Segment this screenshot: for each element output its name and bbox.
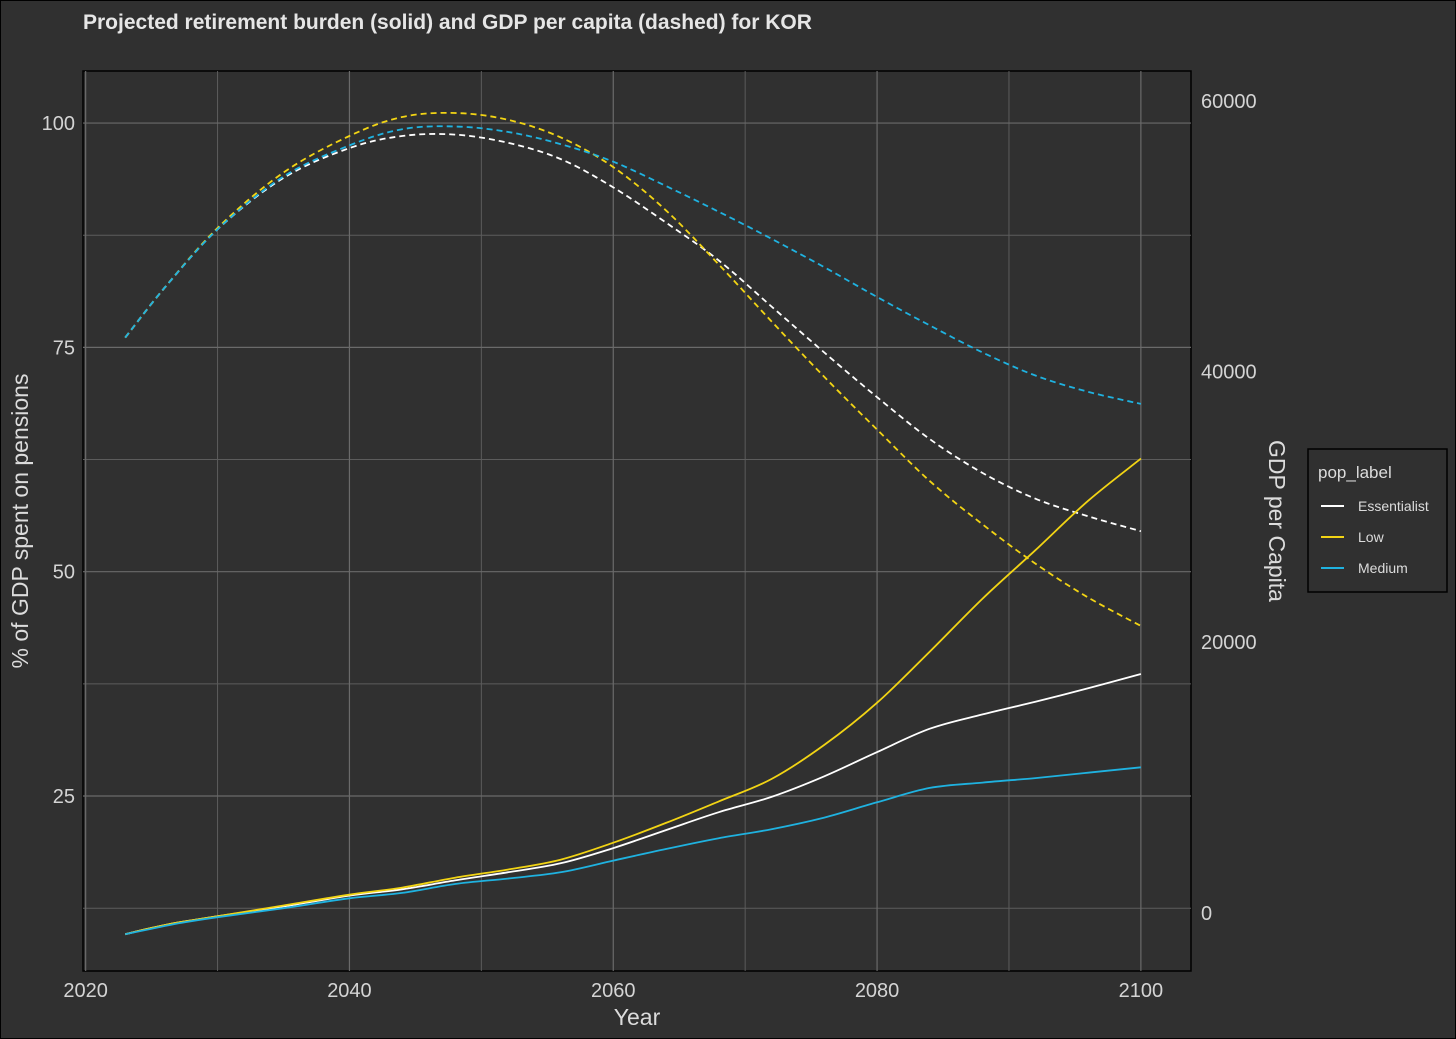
legend-title: pop_label: [1318, 463, 1392, 482]
plot-panel: [82, 70, 1192, 972]
y2-tick-label: 0: [1201, 903, 1212, 925]
x-axis-title: Year: [614, 1004, 661, 1030]
x-tick-label: 2080: [855, 980, 900, 1002]
y-axis-right: 0 20000 40000 60000: [1201, 91, 1257, 925]
essentialist-gdp-per-capita-line: [124, 133, 1142, 533]
y-axis-title: % of GDP spent on pensions: [7, 374, 33, 669]
legend-label-medium: Medium: [1358, 560, 1408, 576]
x-tick-label: 2100: [1119, 980, 1164, 1002]
y-tick-label: 75: [53, 337, 75, 359]
low-pension-line: [125, 457, 1142, 936]
x-tick-label: 2060: [591, 980, 636, 1002]
y-axis-left: 25 50 75 100: [42, 113, 75, 808]
medium-gdp-per-capita-line: [124, 125, 1142, 405]
y-tick-label: 25: [53, 786, 75, 808]
y-tick-label: 50: [53, 562, 75, 584]
legend-label-essentialist: Essentialist: [1358, 498, 1429, 514]
x-tick-label: 2040: [327, 980, 372, 1002]
panel-background: [82, 70, 1192, 972]
y-tick-label: 100: [42, 113, 75, 135]
y2-tick-label: 60000: [1201, 91, 1257, 113]
y2-tick-label: 40000: [1201, 361, 1257, 383]
x-tick-label: 2020: [63, 980, 108, 1002]
x-axis: 2020 2040 2060 2080 2100: [63, 980, 1163, 1002]
medium-pension-line: [125, 766, 1141, 936]
y2-tick-label: 20000: [1201, 632, 1257, 654]
legend-label-low: Low: [1358, 529, 1385, 545]
y2-axis-title: GDP per Capita: [1264, 440, 1290, 602]
chart-title: Projected retirement burden (solid) and …: [83, 11, 812, 34]
legend: pop_label Essentialist Low Medium: [1307, 448, 1448, 593]
